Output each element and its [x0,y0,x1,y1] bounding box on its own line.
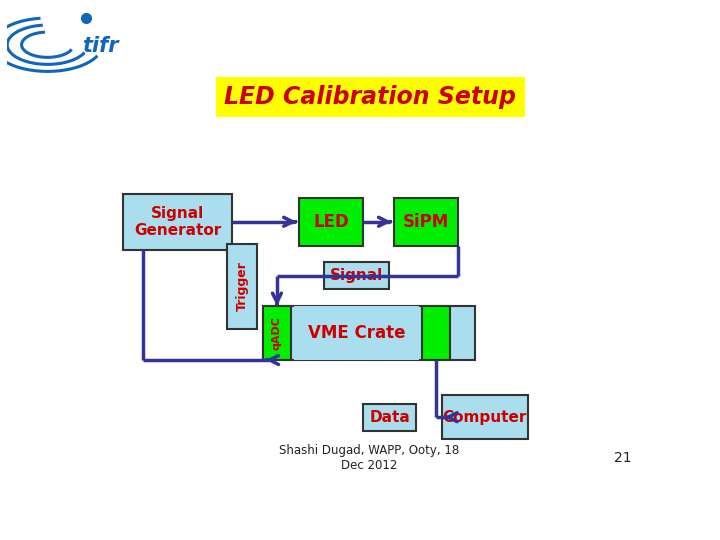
Text: Signal
Generator: Signal Generator [134,206,222,238]
Text: SiPM: SiPM [403,213,449,231]
Text: LED: LED [313,213,349,231]
FancyBboxPatch shape [441,395,528,439]
Text: tifr: tifr [83,36,119,56]
FancyBboxPatch shape [124,194,233,250]
Text: qADC: qADC [272,316,282,350]
FancyBboxPatch shape [227,244,258,329]
FancyBboxPatch shape [300,198,364,246]
FancyBboxPatch shape [263,306,291,360]
FancyBboxPatch shape [394,198,459,246]
Text: Shashi Dugad, WAPP, Ooty, 18
Dec 2012: Shashi Dugad, WAPP, Ooty, 18 Dec 2012 [279,444,459,472]
FancyBboxPatch shape [215,77,526,117]
FancyBboxPatch shape [324,262,389,289]
Text: Data: Data [369,410,410,424]
FancyBboxPatch shape [364,404,416,431]
Text: Signal: Signal [330,268,383,284]
FancyBboxPatch shape [294,306,419,360]
Text: Trigger: Trigger [235,261,248,311]
Text: LED Calibration Setup: LED Calibration Setup [225,85,516,109]
Text: VME Crate: VME Crate [307,324,405,342]
Text: Computer: Computer [443,410,527,424]
Text: 21: 21 [613,451,631,465]
FancyBboxPatch shape [422,306,450,360]
FancyBboxPatch shape [263,306,475,360]
